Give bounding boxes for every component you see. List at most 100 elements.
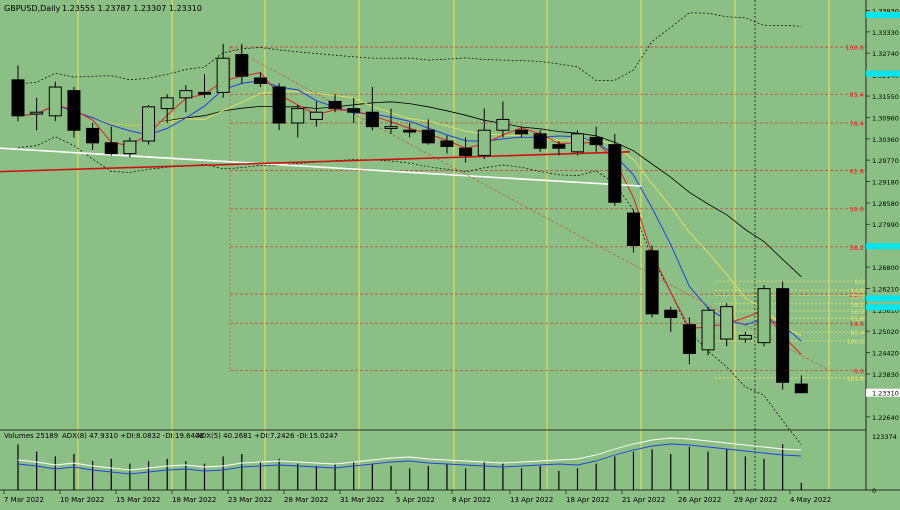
candle-bull: [179, 90, 193, 99]
time-tick-label: 4 May 2022: [790, 496, 831, 504]
time-tick-label: 29 Apr 2022: [734, 496, 777, 504]
price-tick-label: 1.23830: [872, 371, 899, 379]
candle-bear: [235, 54, 249, 77]
current-price-label: 1.23310: [872, 390, 899, 398]
adx5-label: ADX(5) 40.2681 +DI:7.2426 -DI:15.0247: [196, 432, 338, 440]
volume-label: Volumes 25189: [4, 432, 58, 440]
yellow-level-label: 23.6: [851, 293, 865, 300]
candle-bull: [291, 108, 305, 124]
time-tick-label: 31 Mar 2022: [340, 496, 384, 504]
time-tick-label: 18 Mar 2022: [172, 496, 216, 504]
price-tick-label: 1.26800: [872, 264, 899, 272]
cyan-level-tag: [866, 12, 900, 19]
current-price-tag: [866, 388, 900, 397]
candle-bull: [701, 309, 715, 351]
candles: [11, 43, 808, 394]
price-tick-label: 1.25610: [872, 307, 899, 315]
red-trend-line: [0, 151, 631, 173]
candle-bull: [142, 106, 156, 142]
candle-bear: [198, 91, 211, 95]
yellow-level-label: 161.8: [847, 376, 864, 383]
price-tick-label: 1.33330: [872, 29, 899, 37]
time-tick-label: 7 Mar 2022: [4, 496, 44, 504]
candle-bear: [272, 86, 286, 124]
time-tick-label: 8 Apr 2022: [452, 496, 491, 504]
yellow-level-label: 14.6: [851, 288, 865, 295]
cyan-level-tag: [866, 70, 900, 77]
fib-label: 23.6: [850, 291, 864, 299]
price-tick-label: 1.30360: [872, 136, 899, 144]
price-tick-label: 1.27990: [872, 221, 899, 229]
time-tick-label: 5 Apr 2022: [396, 496, 435, 504]
candle-bull: [216, 57, 230, 93]
fib-label: 100.0: [845, 44, 864, 52]
yellow-level-label: 0.0: [854, 279, 864, 286]
candle-bear: [515, 129, 529, 135]
white-trend-line: [0, 147, 642, 187]
price-tick-label: 1.26210: [872, 285, 899, 293]
cyan-level-tag: [866, 243, 900, 250]
fib-label: 38.2: [850, 244, 864, 252]
volume-zero-label: 0: [872, 487, 876, 495]
candle-bear: [365, 111, 379, 128]
adx-white-line: [17, 437, 802, 471]
candle-bull: [123, 140, 137, 155]
candle-bear: [664, 309, 678, 318]
price-tick-label: 1.29180: [872, 178, 899, 186]
time-tick-label: 18 Apr 2022: [566, 496, 609, 504]
yellow-level-label: 61.8: [851, 316, 865, 323]
candle-bear: [403, 129, 417, 133]
fib-label: 85.4: [850, 91, 864, 99]
price-tick-label: 1.22640: [872, 414, 899, 422]
adx8-label: ADX(8) 47.9310 +DI:8.0832 -DI:19.6408: [62, 432, 204, 440]
time-tick-label: 13 Apr 2022: [510, 496, 553, 504]
price-tick-label: 1.29770: [872, 157, 899, 165]
yellow-level-label: 50.0: [851, 309, 865, 316]
candle-bear: [533, 133, 547, 149]
candle-bear: [347, 108, 361, 113]
candle-bear: [776, 288, 790, 383]
candle-bear: [67, 90, 81, 131]
fib-label: 50.0: [850, 206, 864, 214]
adx-blue-line: [17, 443, 802, 475]
candle-bear: [608, 144, 622, 203]
bollinger-upper: [17, 12, 802, 85]
fib-label: 14.6: [850, 320, 864, 328]
candle-bull: [48, 86, 62, 117]
time-tick-label: 21 Apr 2022: [622, 496, 665, 504]
price-tick-label: 1.24420: [872, 350, 899, 358]
candle-bull: [720, 306, 734, 340]
candle-bear: [589, 136, 603, 146]
candle-bear: [682, 324, 696, 354]
time-tick-label: 28 Mar 2022: [284, 496, 328, 504]
yellow-level-label: 100.0: [847, 339, 864, 346]
candle-bull: [30, 111, 44, 115]
price-tick-label: 1.30960: [872, 114, 899, 122]
price-tick-label: 1.32740: [872, 50, 899, 58]
candle-bear: [552, 144, 566, 149]
candle-bear: [104, 142, 118, 155]
indicator-panel: 123374 0: [0, 429, 897, 495]
candle-bear: [626, 212, 640, 246]
price-tick-label: 1.28580: [872, 200, 899, 208]
price-axis: 1.339301.333301.327401.321401.315501.309…: [865, 0, 900, 506]
candle-bull: [496, 118, 510, 131]
candle-bear: [86, 127, 100, 144]
time-axis: 7 Mar 2022 10 Mar 2022 15 Mar 2022 18 Mar 2…: [0, 489, 900, 504]
axis-background: [866, 0, 900, 506]
time-tick-label: 15 Mar 2022: [116, 496, 160, 504]
time-tick-label: 26 Apr 2022: [678, 496, 721, 504]
candle-bear: [328, 100, 342, 110]
fib-label: 0.0: [854, 367, 864, 375]
yellow-level-label: 85.4: [851, 330, 865, 337]
candle-bear: [421, 129, 435, 144]
candle-bear: [11, 79, 25, 117]
candle-bull: [571, 133, 584, 153]
time-tick-label: 10 Mar 2022: [60, 496, 104, 504]
yellow-level-label: 38.2: [851, 302, 865, 309]
candle-bear: [645, 250, 659, 315]
candle-bear: [440, 140, 454, 147]
